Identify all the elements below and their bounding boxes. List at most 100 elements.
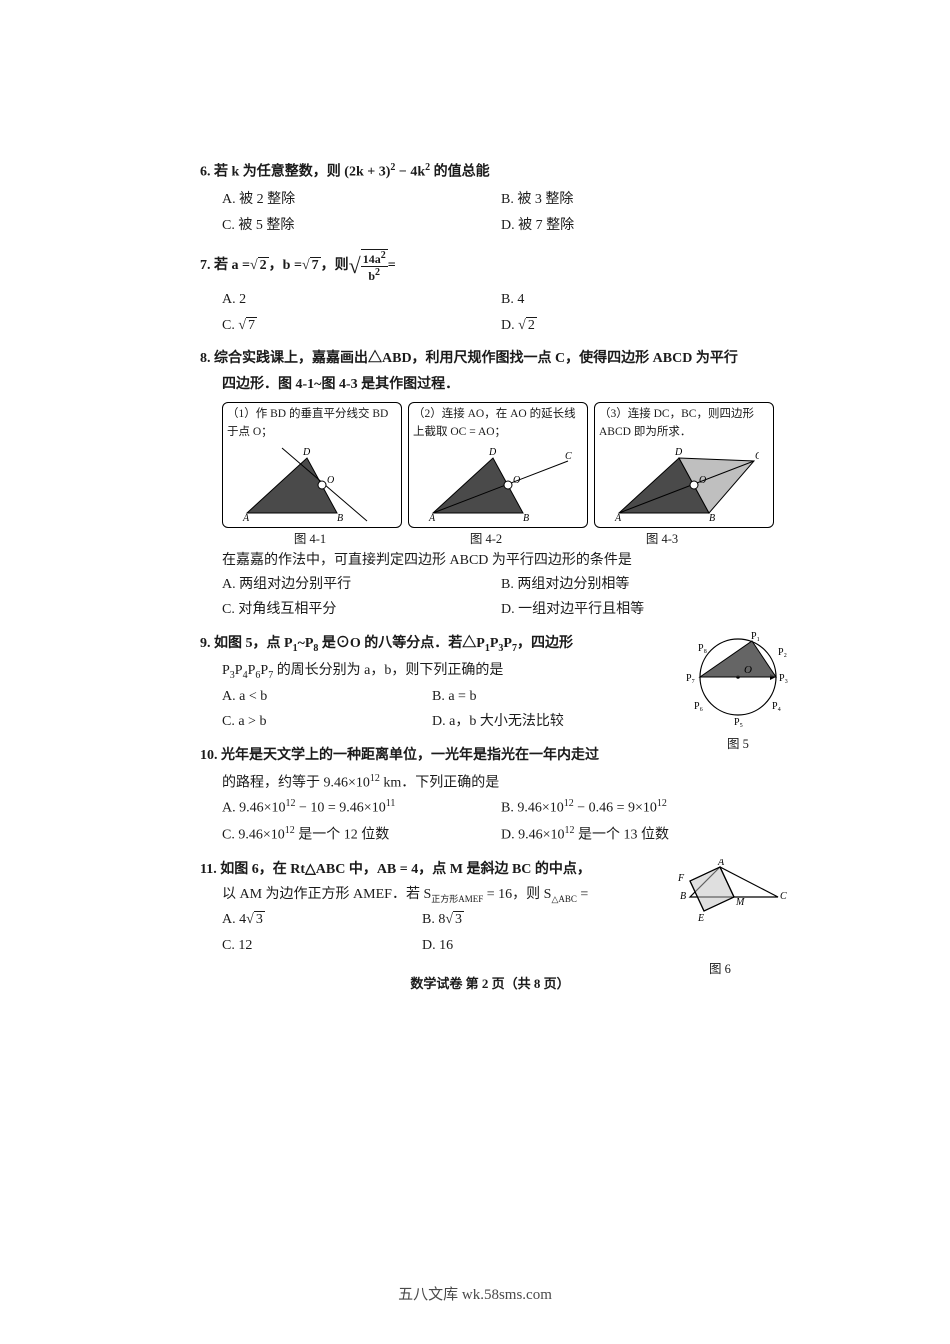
q8-options: A. 两组对边分别平行 B. 两组对边分别相等 C. 对角线互相平分 D. 一组… [200,572,780,623]
q8-panels: （1）作 BD 的垂直平分线交 BD 于点 O； A B D O （2）连接 A… [222,402,780,529]
page: 6. 若 k 为任意整数，则 (2k + 3)2 − 4k2 的值总能 A. 被… [0,0,950,1344]
q11-opt-b: B. 8√3 [422,907,622,933]
q8-opt-d: D. 一组对边平行且相等 [501,597,780,623]
q7-opt-d-pre: D. [501,318,518,333]
q9-l2-t0: P [222,663,230,678]
q7-text-1: 7. 若 a = [200,255,250,277]
svg-text:A: A [242,513,250,523]
q10b-1: B. 9.46×10 [501,801,564,816]
svg-text:P₃: P₃ [779,673,788,684]
q10d-3: 是一个 13 位数 [575,828,670,843]
q10c-2: 12 [285,825,295,836]
svg-text:A: A [717,859,725,868]
q9-l2-t1: P [235,663,243,678]
question-6: 6. 若 k 为任意整数，则 (2k + 3)2 − 4k2 的值总能 A. 被… [200,160,780,239]
q9-figure: P₁ P₂ P₃ P₄ P₅ P₆ P₇ P₈ O 图 5 [678,629,798,755]
q6-stem: 6. 若 k 为任意整数，则 (2k + 3)2 − 4k2 的值总能 [200,160,780,183]
q7-opt-c: C. √7 [222,313,501,339]
q7-frac-den-s: 2 [375,267,380,278]
q10-opt-d: D. 9.46×1012 是一个 13 位数 [501,821,780,848]
q7-sqrt-a-val: 2 [258,257,269,273]
exam-content: 6. 若 k 为任意整数，则 (2k + 3)2 − 4k2 的值总能 A. 被… [200,160,780,995]
q9-opt-d: D. a，b 大小无法比较 [432,709,642,735]
svg-text:B: B [680,891,686,902]
svg-text:C: C [755,451,759,462]
q11-s2: △ABC [551,894,576,904]
q9-l2-t4: 的周长分别为 a，b，则下列正确的是 [273,663,503,678]
q7-stem: 7. 若 a = √2 ，b = √7 ，则 √ 14a2 b2 = [200,249,780,283]
q10b-2: 12 [564,798,574,809]
q8-panel-2-caption: （2）连接 AO，在 AO 的延长线上截取 OC = AO； [413,406,583,442]
q6-opt-a: A. 被 2 整除 [222,187,501,213]
q8-opt-a: A. 两组对边分别平行 [222,572,501,598]
svg-text:P₅: P₅ [734,717,743,728]
q11a-1: A. 4 [222,912,246,927]
q7-opt-b: B. 4 [501,287,780,313]
q11-opt-c: C. 12 [222,933,422,959]
q10a-3: − 10 = 9.46×10 [296,801,386,816]
q8-fig-3: A B D C O [609,443,759,523]
q11-fig-label: 图 6 [650,960,790,979]
q10-stem-l2: 的路程，约等于 9.46×1012 km．下列正确的是 [200,771,780,794]
svg-text:B: B [523,513,529,523]
q10c-1: C. 9.46×10 [222,828,285,843]
svg-text:M: M [735,897,745,908]
q7-text-4: = [388,255,396,277]
question-9: 9. 如图 5，点 P1~P8 是⊙O 的八等分点．若△P1P3P7，四边形 P… [200,633,780,735]
svg-text:P₄: P₄ [772,701,782,712]
svg-text:O: O [744,664,752,676]
svg-text:B: B [709,513,715,523]
q8-fig-1: A B D O [237,443,387,523]
q8-fig-label-1: 图 4-1 [222,530,398,549]
q10d-2: 12 [565,825,575,836]
q9-circle-svg: P₁ P₂ P₃ P₄ P₅ P₆ P₇ P₈ O [678,629,798,729]
q11-figure: A B C M E F 图 6 [650,859,790,980]
q6-opt-d: D. 被 7 整除 [501,213,780,239]
q8-panel-1-caption: （1）作 BD 的垂直平分线交 BD 于点 O； [227,406,397,442]
q9-fig-label: 图 5 [678,735,798,754]
q10a-2: 12 [286,798,296,809]
q7-sqrt-a: √2 [250,255,269,277]
svg-text:P₁: P₁ [751,631,760,642]
q8-panel-2: （2）连接 AO，在 AO 的延长线上截取 OC = AO； A B D C O [408,402,588,529]
watermark: 五八文库 wk.58sms.com [0,1283,950,1304]
q7-opt-d: D. √2 [501,313,780,339]
q7-frac-den: b2 [361,267,388,283]
q10d-1: D. 9.46×10 [501,828,565,843]
q10a-4: 11 [386,798,396,809]
q9-opt-b: B. a = b [432,684,642,710]
svg-text:D: D [674,447,683,458]
q6-stem-text-1: 6. 若 k 为任意整数，则 (2k + 3) [200,165,390,180]
q11-s1: 正方形AMEF [431,894,483,904]
q7-sqrt-b: √7 [302,255,321,277]
svg-text:D: D [302,447,311,458]
svg-text:P₈: P₈ [698,643,708,654]
q9-options: A. a < b B. a = b C. a > b D. a，b 大小无法比较 [200,684,642,735]
svg-text:E: E [697,913,704,924]
q7-frac-num: 14a2 [361,250,388,267]
q8-panel-3-caption: （3）连接 DC，BC，则四边形 ABCD 即为所求． [599,406,769,442]
q11-options: A. 4√3 B. 8√3 C. 12 D. 16 [200,907,622,958]
svg-text:P₇: P₇ [686,673,695,684]
svg-text:C: C [780,891,787,902]
q9-t6: ，四边形 [517,636,573,651]
question-11: 11. 如图 6，在 Rt△ABC 中，AB = 4，点 M 是斜边 BC 的中… [200,859,780,959]
q8-fig-label-3: 图 4-3 [574,530,750,549]
svg-text:D: D [488,447,497,458]
q11b-2: 3 [453,911,464,927]
q10b-4: 12 [657,798,667,809]
question-7: 7. 若 a = √2 ，b = √7 ，则 √ 14a2 b2 = A. 2 … [200,249,780,339]
q7-options: A. 2 B. 4 C. √7 D. √2 [200,287,780,338]
q11-opt-a: A. 4√3 [222,907,422,933]
q10-opt-a: A. 9.46×1012 − 10 = 9.46×1011 [222,794,501,821]
q10-opt-b: B. 9.46×1012 − 0.46 = 9×1012 [501,794,780,821]
q11-svg: A B C M E F [650,859,790,954]
q8-panel-1: （1）作 BD 的垂直平分线交 BD 于点 O； A B D O [222,402,402,529]
q9-t2: ~P [298,636,314,651]
q7-text-2: ，b = [269,255,302,277]
q6-opt-b: B. 被 3 整除 [501,187,780,213]
svg-text:A: A [614,513,622,523]
q11-t2: = 16，则 S [483,887,551,902]
q7-frac: 14a2 b2 [361,249,388,283]
q9-t3: 是⊙O 的八等分点．若△P [318,636,484,651]
